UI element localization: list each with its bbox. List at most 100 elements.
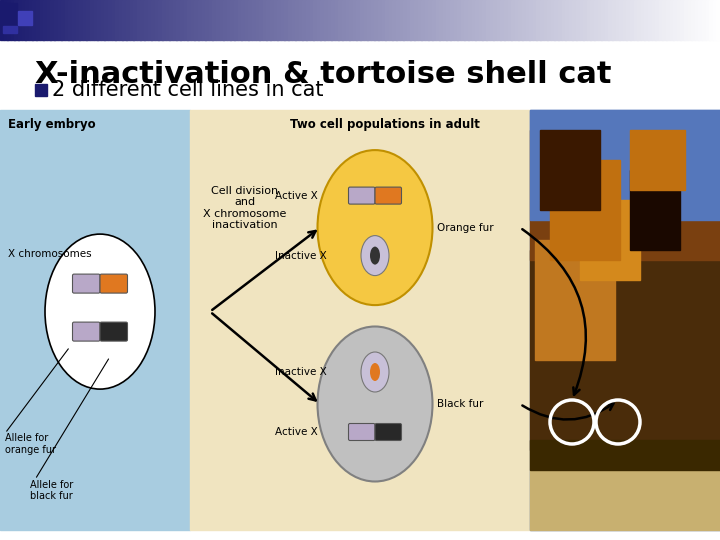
Bar <box>630 0 634 40</box>
Bar <box>220 0 224 40</box>
FancyBboxPatch shape <box>375 423 402 441</box>
Bar <box>328 0 332 40</box>
Bar <box>252 0 256 40</box>
Bar <box>367 0 372 40</box>
Bar <box>439 0 444 40</box>
FancyBboxPatch shape <box>348 423 375 441</box>
Bar <box>598 0 602 40</box>
Text: Allele for
orange fur: Allele for orange fur <box>5 434 56 455</box>
Bar <box>530 440 720 470</box>
Bar <box>284 0 289 40</box>
Bar <box>479 0 483 40</box>
Bar <box>529 0 534 40</box>
Bar <box>619 0 624 40</box>
Bar <box>530 130 720 260</box>
Bar <box>119 0 123 40</box>
Bar <box>511 0 516 40</box>
Bar <box>486 0 490 40</box>
Bar <box>11 0 15 40</box>
Bar <box>14 0 19 40</box>
Bar <box>535 240 615 360</box>
Text: Black fur: Black fur <box>437 399 483 409</box>
Bar <box>338 0 343 40</box>
Bar <box>544 0 548 40</box>
Bar <box>35 84 47 96</box>
Bar <box>137 0 141 40</box>
Bar <box>530 450 720 530</box>
Bar <box>396 0 400 40</box>
Bar <box>209 0 213 40</box>
Bar <box>472 0 476 40</box>
Bar <box>493 0 498 40</box>
Text: Early embryo: Early embryo <box>8 118 96 131</box>
Bar <box>230 0 235 40</box>
Bar <box>187 0 192 40</box>
Bar <box>266 0 271 40</box>
Bar <box>360 0 364 40</box>
Bar <box>79 0 84 40</box>
Bar <box>86 0 91 40</box>
Ellipse shape <box>361 235 389 275</box>
Bar <box>238 0 242 40</box>
Bar <box>630 170 680 250</box>
Bar <box>104 0 109 40</box>
Bar <box>716 0 720 40</box>
Bar <box>587 0 591 40</box>
Bar <box>190 110 530 530</box>
Bar <box>4 0 8 40</box>
Bar <box>108 0 112 40</box>
Bar <box>43 0 48 40</box>
Bar <box>0 110 190 530</box>
Bar <box>122 0 127 40</box>
Bar <box>302 0 307 40</box>
Bar <box>530 250 720 450</box>
Bar <box>299 0 303 40</box>
Bar <box>353 0 357 40</box>
Bar <box>550 160 620 260</box>
Bar <box>83 0 87 40</box>
Bar <box>3 3 17 25</box>
Bar <box>317 0 321 40</box>
FancyBboxPatch shape <box>375 187 402 204</box>
Bar <box>583 0 588 40</box>
Bar <box>202 0 206 40</box>
FancyBboxPatch shape <box>73 322 100 341</box>
Bar <box>216 0 220 40</box>
Bar <box>530 110 720 220</box>
Bar <box>540 0 544 40</box>
Bar <box>22 0 26 40</box>
Bar <box>389 0 393 40</box>
Bar <box>457 0 462 40</box>
Bar <box>551 0 555 40</box>
Bar <box>248 0 253 40</box>
Bar <box>608 0 613 40</box>
Bar <box>670 0 674 40</box>
Text: Orange fur: Orange fur <box>437 222 494 233</box>
Bar <box>569 0 573 40</box>
Bar <box>641 0 645 40</box>
Bar <box>151 0 156 40</box>
Bar <box>212 0 217 40</box>
Bar <box>392 0 397 40</box>
Bar <box>648 0 652 40</box>
Text: Cell division
and
X chromosome
inactivation: Cell division and X chromosome inactivat… <box>203 186 287 231</box>
Bar <box>130 0 134 40</box>
Bar <box>94 0 98 40</box>
Text: Two cell populations in adult: Two cell populations in adult <box>290 118 480 131</box>
Bar <box>562 0 566 40</box>
Text: X-inactivation & tortoise shell cat: X-inactivation & tortoise shell cat <box>35 60 611 89</box>
Ellipse shape <box>361 352 389 392</box>
Bar <box>133 0 138 40</box>
Bar <box>385 0 390 40</box>
Bar <box>7 0 12 40</box>
Bar <box>616 0 620 40</box>
Bar <box>410 0 415 40</box>
Bar <box>497 0 501 40</box>
Bar <box>666 0 670 40</box>
Bar <box>194 0 199 40</box>
Bar <box>702 0 706 40</box>
Bar <box>655 0 660 40</box>
Bar <box>97 0 102 40</box>
Bar <box>29 0 33 40</box>
Bar <box>630 130 685 190</box>
